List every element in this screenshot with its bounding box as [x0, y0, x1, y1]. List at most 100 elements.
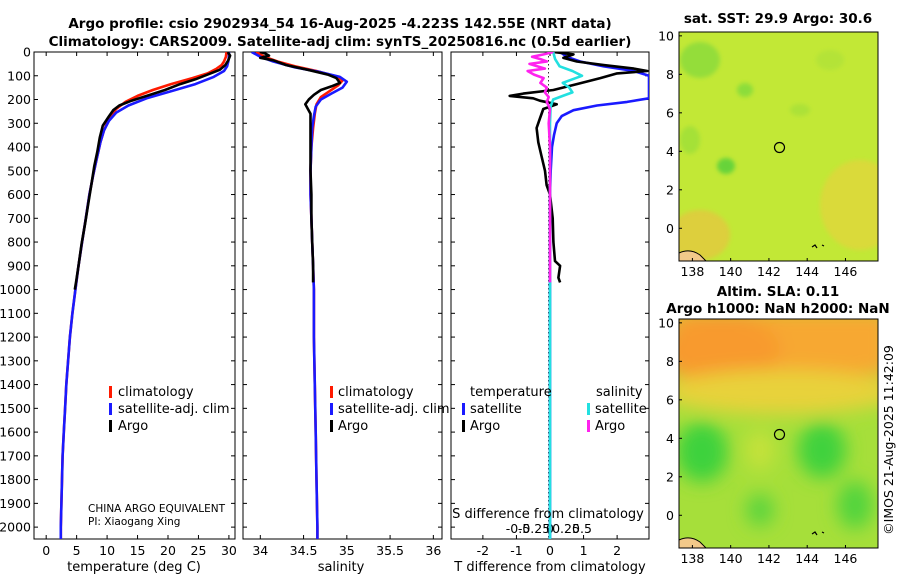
- y-tick-label: 500: [7, 163, 31, 178]
- source-note-line1: CHINA ARGO EQUIVALENT: [88, 503, 226, 515]
- map-x-tick-label: 140: [719, 264, 743, 279]
- legend-label-s-argo: Argo: [595, 419, 625, 434]
- coastline-new-guinea: [679, 250, 707, 261]
- difference-legend: temperature salinity satellite Argo sate…: [462, 385, 647, 434]
- source-note-line2: PI: Xiaogang Xing: [88, 516, 180, 528]
- sst-cool-patch: [717, 158, 735, 174]
- float-position-marker: [773, 428, 786, 441]
- map-y-tick-label: 8: [666, 67, 674, 82]
- sst-warm-patch: [820, 160, 878, 250]
- sla-mid-band: [679, 370, 878, 414]
- map-x-tick-label: 142: [757, 264, 781, 279]
- temperature-axes-frame: [33, 51, 236, 540]
- s-tick-label: -0.5: [506, 521, 530, 536]
- legend-label-climatology: climatology: [338, 385, 414, 400]
- header-line2: Climatology: CARS2009. Satellite-adj cli…: [49, 34, 632, 50]
- sla-map-ticks: 138 140 142 144 146 0 2 4 6 8 10: [658, 315, 857, 566]
- x-tick-label: 10: [99, 543, 115, 558]
- salinity-series: [251, 52, 349, 539]
- y-tick-label: 1900: [0, 496, 31, 511]
- legend-label-satellite: satellite-adj. clim: [118, 402, 230, 417]
- map-y-tick-label: 0: [666, 221, 674, 236]
- sla-texture: [679, 319, 878, 529]
- salinity-xlabel: salinity: [318, 560, 365, 575]
- map-x-tick-label: 140: [719, 551, 743, 566]
- s-tick-label: -0.25: [518, 521, 550, 536]
- map-y-tick-label: 6: [666, 105, 674, 120]
- map-y-tick-label: 6: [666, 392, 674, 407]
- map-x-tick-label: 146: [834, 551, 858, 566]
- x-tick-label: 2: [613, 543, 621, 558]
- y-tick-label: 1700: [0, 448, 31, 463]
- y-tick-label: 100: [7, 68, 31, 83]
- sla-low-eddy: [837, 481, 873, 529]
- sla-map-frame: [678, 318, 879, 549]
- x-tick-label: 34: [252, 543, 268, 558]
- temperature-legend: climatology satellite-adj. clim Argo: [109, 385, 230, 434]
- sst-cool-patch: [737, 83, 753, 97]
- y-tick-label: 700: [7, 211, 31, 226]
- legend-header-salinity: salinity: [596, 385, 643, 400]
- x-tick-label: 34.5: [290, 543, 318, 558]
- y-tick-label: 1400: [0, 377, 31, 392]
- map-y-tick-label: 4: [666, 431, 674, 446]
- map-y-tick-label: 0: [666, 508, 674, 523]
- sla-map-title: Altim. SLA: 0.11: [717, 284, 839, 300]
- legend-swatch-s-satellite: [587, 403, 590, 415]
- difference-series: [508, 52, 649, 539]
- series-argo-line: [73, 52, 232, 290]
- y-tick-label: 300: [7, 116, 31, 131]
- x-tick-label: -2: [477, 543, 489, 558]
- s-tick-label: 0.5: [572, 521, 592, 536]
- sla-map-field: [679, 319, 878, 548]
- coastline-islands: [811, 244, 825, 249]
- map-y-tick-label: 2: [666, 182, 674, 197]
- y-tick-label: 800: [7, 235, 31, 250]
- x-tick-label: 1: [580, 543, 588, 558]
- sst-warm-patch: [679, 210, 730, 260]
- coastline-new-guinea: [679, 537, 707, 548]
- float-position-marker: [773, 141, 786, 154]
- legend-label-t-argo: Argo: [470, 419, 500, 434]
- map-y-tick-label: 2: [666, 469, 674, 484]
- legend-header-temperature: temperature: [470, 385, 552, 400]
- map-x-tick-label: 146: [834, 264, 858, 279]
- legend-swatch-climatology: [330, 386, 333, 398]
- salinity-ticks: 34 34.5 35 35.5 36: [243, 51, 442, 558]
- y-tick-label: 600: [7, 187, 31, 202]
- legend-swatch-argo: [330, 420, 333, 432]
- legend-swatch-argo: [109, 420, 112, 432]
- sla-map: Altim. SLA: 0.11 Argo h1000: NaN h2000: …: [658, 284, 890, 566]
- x-tick-label: 35: [339, 543, 355, 558]
- map-y-tick-label: 10: [658, 28, 674, 43]
- legend-swatch-climatology: [109, 386, 112, 398]
- map-x-tick-label: 138: [680, 551, 704, 566]
- x-tick-label: 20: [160, 543, 176, 558]
- y-tick-label: 1300: [0, 353, 31, 368]
- temperature-panel: 0 5 10 15 20 25 300100200300400500600700800900…: [0, 45, 237, 576]
- sla-low-eddy: [679, 422, 728, 482]
- salinity-legend: climatology satellite-adj. clim Argo: [330, 385, 450, 434]
- sst-cool-patch: [680, 42, 720, 78]
- sst-cool-patch: [816, 50, 844, 70]
- sla-low-eddy: [746, 494, 774, 526]
- x-tick-label: 0: [546, 543, 554, 558]
- temperature-ticks: 0 5 10 15 20 25 300100200300400500600700800900…: [0, 45, 237, 559]
- map-x-tick-label: 144: [795, 264, 819, 279]
- legend-swatch-t-satellite: [462, 403, 465, 415]
- s-tick-label: 0.25: [552, 521, 580, 536]
- x-tick-label: 25: [191, 543, 207, 558]
- difference-xlabel-top: S difference from climatology: [452, 507, 644, 522]
- x-tick-label: -1: [510, 543, 522, 558]
- legend-label-satellite: satellite-adj. clim: [338, 402, 450, 417]
- legend-label-argo: Argo: [338, 419, 368, 434]
- legend-swatch-t-argo: [462, 420, 465, 432]
- map-y-tick-label: 8: [666, 354, 674, 369]
- series-argo-line: [258, 52, 342, 283]
- map-x-tick-label: 138: [680, 264, 704, 279]
- legend-label-argo: Argo: [118, 419, 148, 434]
- x-tick-label: 36: [425, 543, 441, 558]
- x-tick-label: 0: [42, 543, 50, 558]
